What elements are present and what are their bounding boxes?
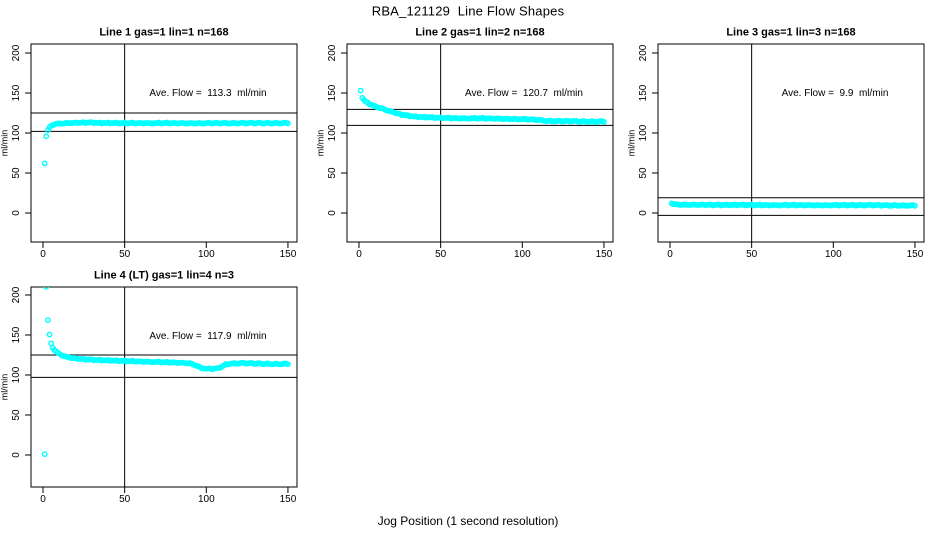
plot-frame: [30, 286, 298, 488]
plot-frame: [346, 43, 614, 243]
x-axis-title: Jog Position (1 second resolution): [377, 514, 559, 528]
x-tick-label: 50: [435, 249, 447, 260]
y-tick-label: 200: [327, 44, 338, 62]
y-tick-label: 100: [11, 124, 22, 142]
data-points: [41, 287, 291, 458]
y-tick-label: 0: [327, 210, 338, 216]
y-axis-label: ml/min: [626, 129, 637, 157]
x-tick-label: 0: [667, 249, 673, 260]
y-tick-label: 150: [11, 326, 22, 344]
y-tick-label: 150: [11, 84, 22, 102]
ave-flow-annotation: Ave. Flow = 117.9 ml/min: [149, 331, 267, 342]
subplot-3: [652, 43, 925, 248]
x-tick-label: 100: [824, 249, 842, 260]
y-tick-label: 200: [11, 286, 22, 304]
figure-title: RBA_121129 Line Flow Shapes: [371, 3, 565, 19]
y-axis-label: ml/min: [0, 373, 10, 401]
subplot-title: Line 4 (LT) gas=1 lin=4 n=3: [93, 269, 235, 282]
y-tick-label: 50: [11, 409, 22, 421]
data-points: [357, 87, 607, 125]
subplot-title: Line 2 gas=1 lin=2 n=168: [415, 26, 545, 39]
y-tick-label: 100: [327, 124, 338, 142]
y-tick-label: 150: [327, 84, 338, 102]
subplot-4: [25, 286, 298, 493]
y-tick-label: 50: [327, 167, 338, 179]
y-axis-label: ml/min: [0, 129, 10, 157]
y-tick-label: 200: [638, 44, 649, 62]
x-tick-label: 0: [40, 249, 46, 260]
y-tick-label: 0: [11, 210, 22, 216]
x-tick-label: 100: [513, 249, 531, 260]
y-tick-label: 50: [11, 167, 22, 179]
subplot-1: [25, 43, 298, 248]
y-tick-label: 150: [638, 84, 649, 102]
subplot-title: Line 1 gas=1 lin=1 n=168: [99, 26, 229, 39]
y-tick-label: 0: [11, 452, 22, 458]
x-tick-label: 150: [279, 494, 297, 505]
x-tick-label: 150: [595, 249, 613, 260]
y-axis-label: ml/min: [315, 129, 326, 157]
subplot-title: Line 3 gas=1 lin=3 n=168: [726, 26, 856, 39]
plot-frame: [30, 43, 298, 243]
x-tick-label: 150: [906, 249, 924, 260]
x-tick-label: 50: [746, 249, 758, 260]
x-tick-label: 50: [119, 249, 131, 260]
data-points: [668, 200, 918, 209]
y-tick-label: 0: [638, 210, 649, 216]
data-points: [41, 119, 291, 167]
y-tick-label: 100: [11, 366, 22, 384]
y-tick-label: 100: [638, 124, 649, 142]
y-tick-label: 50: [638, 167, 649, 179]
subplot-2: [341, 43, 614, 248]
x-tick-label: 100: [197, 494, 215, 505]
plot-frame: [657, 43, 925, 243]
x-tick-label: 150: [279, 249, 297, 260]
x-tick-label: 100: [197, 249, 215, 260]
y-tick-label: 200: [11, 44, 22, 62]
x-tick-label: 0: [40, 494, 46, 505]
x-tick-label: 50: [119, 494, 131, 505]
ave-flow-annotation: Ave. Flow = 113.3 ml/min: [149, 88, 267, 99]
x-tick-label: 0: [356, 249, 362, 260]
ave-flow-annotation: Ave. Flow = 120.7 ml/min: [465, 88, 583, 99]
ave-flow-annotation: Ave. Flow = 9.9 ml/min: [781, 88, 889, 99]
